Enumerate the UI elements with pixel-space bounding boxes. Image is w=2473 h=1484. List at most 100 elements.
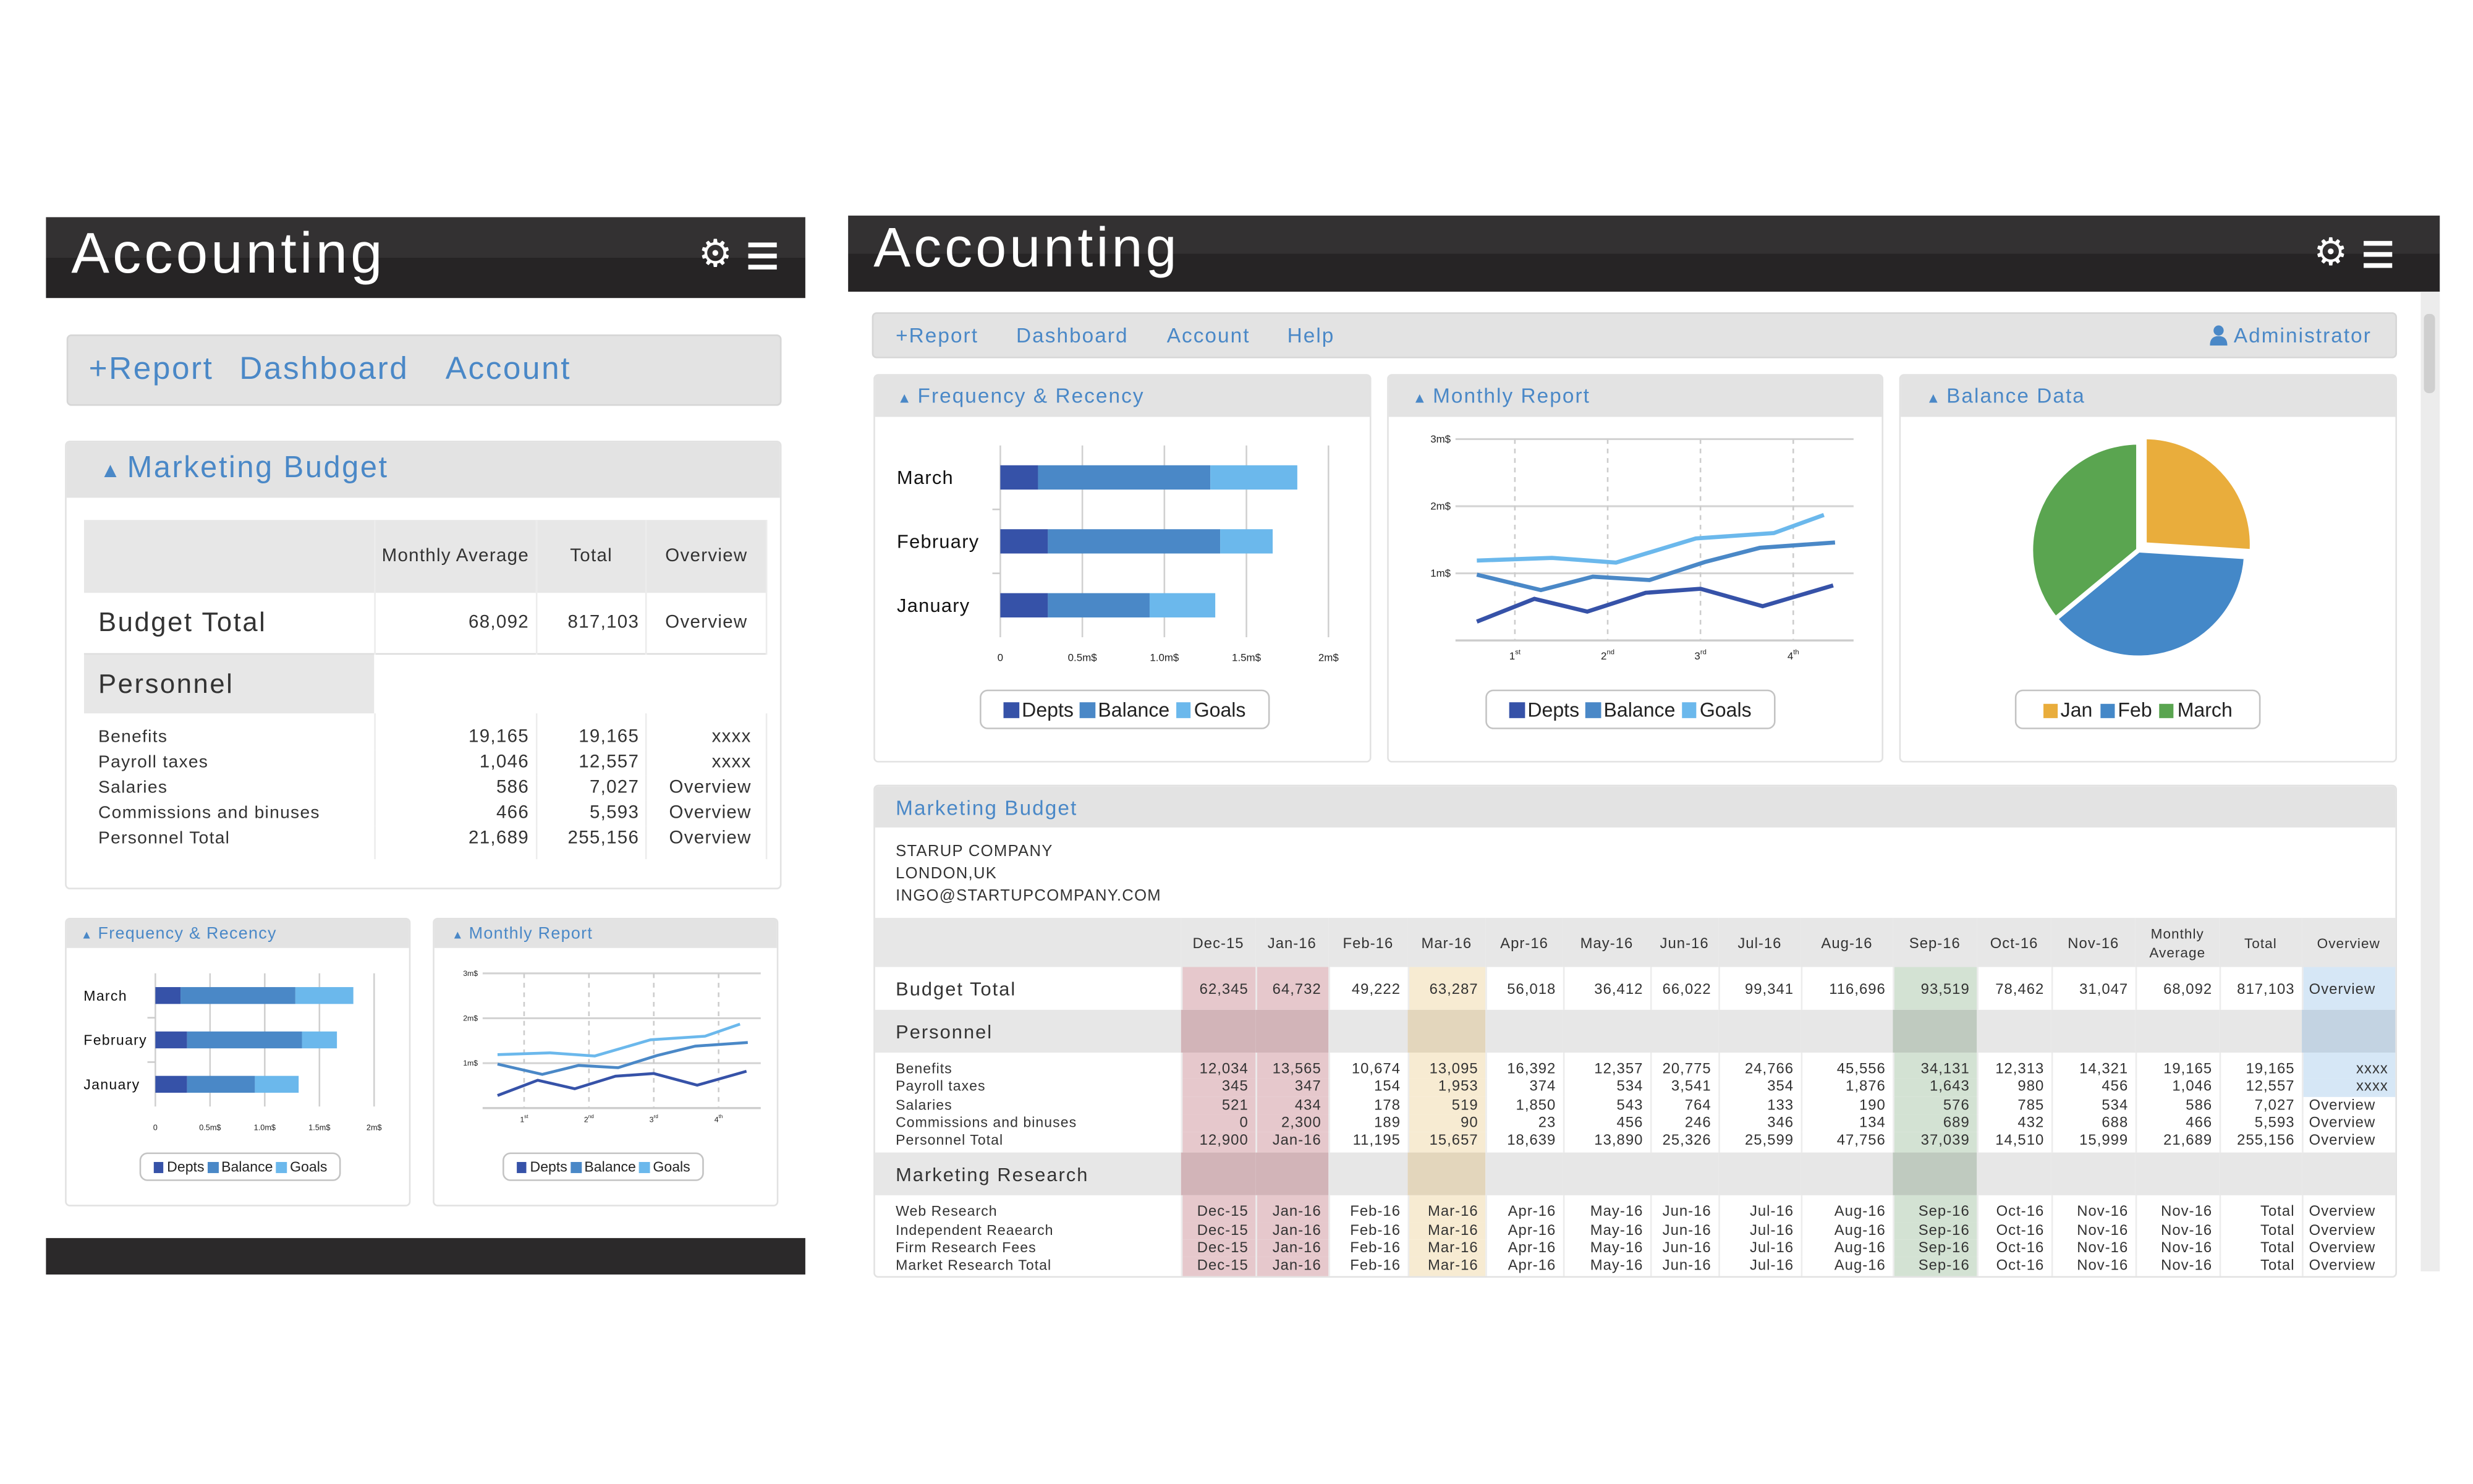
section-row: Personnel: [83, 653, 767, 714]
panel-title: Marketing Budget: [127, 451, 389, 485]
user-menu[interactable]: Administrator: [2210, 323, 2372, 347]
column-header: Total: [2219, 918, 2302, 967]
cell: 19,165: [2135, 1053, 2221, 1079]
cell: 23: [1485, 1114, 1564, 1132]
cell: 345: [1181, 1078, 1257, 1096]
row-label: Budget Total: [875, 967, 1182, 1010]
column-header: Nov-16: [2051, 918, 2136, 967]
nav-account[interactable]: Account: [1166, 323, 1250, 347]
cell: 12,557: [536, 750, 648, 776]
column-header: Jan-16: [1255, 918, 1329, 967]
column-header: Jul-16: [1718, 918, 1801, 967]
cell: 817,103: [2219, 967, 2303, 1010]
legend-item: Balance: [570, 1159, 636, 1175]
table-row: Web Research Dec-15 Jan-16 Feb-16 Mar-16 Apr-…: [875, 1196, 2396, 1222]
header-cell: [875, 918, 1181, 967]
cell[interactable]: Overview: [2302, 1239, 2396, 1258]
cell[interactable]: Overview: [2302, 1221, 2396, 1240]
panel-header[interactable]: ▲ Marketing Budget: [66, 442, 780, 498]
triangle-up-icon: ▲: [451, 927, 464, 942]
scrollbar-thumb[interactable]: [2424, 313, 2435, 394]
ordinal-suffix: st: [524, 1114, 528, 1119]
cell[interactable]: Overview: [2302, 1132, 2396, 1153]
cell: 16,392: [1485, 1053, 1564, 1079]
column-header[interactable]: Overview: [2302, 918, 2396, 967]
cell: 34,131: [1893, 1053, 1978, 1079]
frequency-bar-chart-small: 0 0.5m$ 1.0m$ 1.5m$ 2m$ March February January: [83, 973, 382, 1132]
left-monthly-panel: ▲ Monthly Report 1m$ 2m$ 3m$ 1st 2nd 3rd 4th De…: [433, 918, 779, 1206]
legend-label: Feb: [2118, 698, 2152, 721]
line-depts: [1476, 583, 1834, 624]
nav-report[interactable]: +Report: [896, 323, 979, 347]
nav-account[interactable]: Account: [445, 352, 572, 387]
cell: 3,541: [1650, 1078, 1720, 1096]
cell: Jan-16: [1255, 1196, 1330, 1222]
nav-help[interactable]: Help: [1287, 323, 1335, 347]
panel-header[interactable]: ▲ Frequency & Recency: [66, 919, 409, 948]
row-label: Personnel Total: [875, 1132, 1182, 1153]
x-tick-label: 2m$: [367, 1124, 382, 1132]
cell: 21,689: [2135, 1132, 2221, 1153]
chart-legend: Jan Feb March: [2014, 689, 2261, 729]
cell: 36,412: [1563, 967, 1652, 1010]
cell: Aug-16: [1801, 1239, 1894, 1258]
cell: [1718, 1009, 1801, 1053]
panel-header[interactable]: ▲ Balance Data: [1901, 375, 2396, 417]
cell: 456: [2051, 1078, 2137, 1096]
cell[interactable]: Overview: [2302, 967, 2396, 1010]
column-header: Apr-16: [1485, 918, 1563, 967]
cell: 586: [2135, 1096, 2221, 1114]
column-header[interactable]: Overview: [646, 520, 768, 593]
legend-label: Jan: [2060, 698, 2093, 721]
cell: [2219, 1009, 2302, 1053]
cell: 11,195: [1328, 1132, 1409, 1153]
cell[interactable]: Overview: [2302, 1114, 2396, 1132]
gear-icon[interactable]: ⚙: [698, 233, 732, 276]
cell: 1,643: [1893, 1078, 1978, 1096]
cell[interactable]: Overview: [2302, 1257, 2396, 1276]
cell[interactable]: Overview: [646, 775, 768, 801]
right-app-header: Accounting ⚙: [848, 215, 2440, 292]
column-header: Sep-16: [1893, 918, 1977, 967]
panel-header[interactable]: ▲ Monthly Report: [1388, 375, 1882, 417]
cell[interactable]: Overview: [646, 826, 768, 860]
legend-label: Balance: [221, 1158, 273, 1175]
nav-dashboard[interactable]: Dashboard: [1016, 323, 1129, 347]
cell: 154: [1328, 1078, 1409, 1096]
legend-item: Balance: [1080, 698, 1169, 721]
cell: 13,565: [1255, 1053, 1330, 1079]
panel-title: Marketing Budget: [896, 795, 1078, 820]
nav-dashboard[interactable]: Dashboard: [239, 352, 409, 387]
panel-header[interactable]: ▲ Frequency & Recency: [875, 375, 1370, 417]
cell: 432: [1977, 1114, 2053, 1132]
panel-header[interactable]: Marketing Budget: [875, 786, 2396, 828]
table-row: Market Research Total Dec-15 Jan-16 Feb-16 M…: [875, 1257, 2396, 1276]
gear-icon[interactable]: ⚙: [2314, 231, 2348, 274]
cell: 47,756: [1801, 1132, 1894, 1153]
bar-goals: [1210, 465, 1297, 490]
legend-swatch: [1585, 702, 1601, 718]
legend-label: Goals: [1699, 698, 1752, 721]
scrollbar[interactable]: [2420, 291, 2440, 1271]
right-monthly-panel: ▲ Monthly Report 1m$ 2m$ 3m$ 1st 2nd 3rd 4th De…: [1387, 374, 1883, 763]
cell: [1801, 1009, 1893, 1053]
x-tick-label: 0: [153, 1124, 158, 1132]
hamburger-icon[interactable]: [748, 242, 777, 269]
hamburger-icon[interactable]: [2364, 240, 2393, 268]
cell[interactable]: Overview: [646, 593, 768, 654]
cell[interactable]: Overview: [646, 800, 768, 826]
panel-header[interactable]: ▲ Monthly Report: [434, 919, 777, 948]
cell: Aug-16: [1801, 1257, 1894, 1276]
nav-report[interactable]: +Report: [88, 352, 214, 387]
bar-depts: [1000, 465, 1038, 490]
cell: Feb-16: [1328, 1221, 1409, 1240]
cell: Sep-16: [1893, 1221, 1978, 1240]
company-email[interactable]: INGO@STARTUPCOMPANY.COM: [896, 888, 1161, 905]
cell[interactable]: Overview: [2302, 1096, 2396, 1114]
right-budget-panel: Marketing Budget STARUP COMPANY LONDON,U…: [873, 784, 2397, 1278]
cell: [1328, 1009, 1408, 1053]
cell: Jan-16: [1255, 1239, 1330, 1258]
cell[interactable]: Overview: [2302, 1196, 2396, 1222]
x-tick-label: 1.0m$: [254, 1124, 276, 1132]
legend-item: Depts: [1509, 698, 1579, 721]
